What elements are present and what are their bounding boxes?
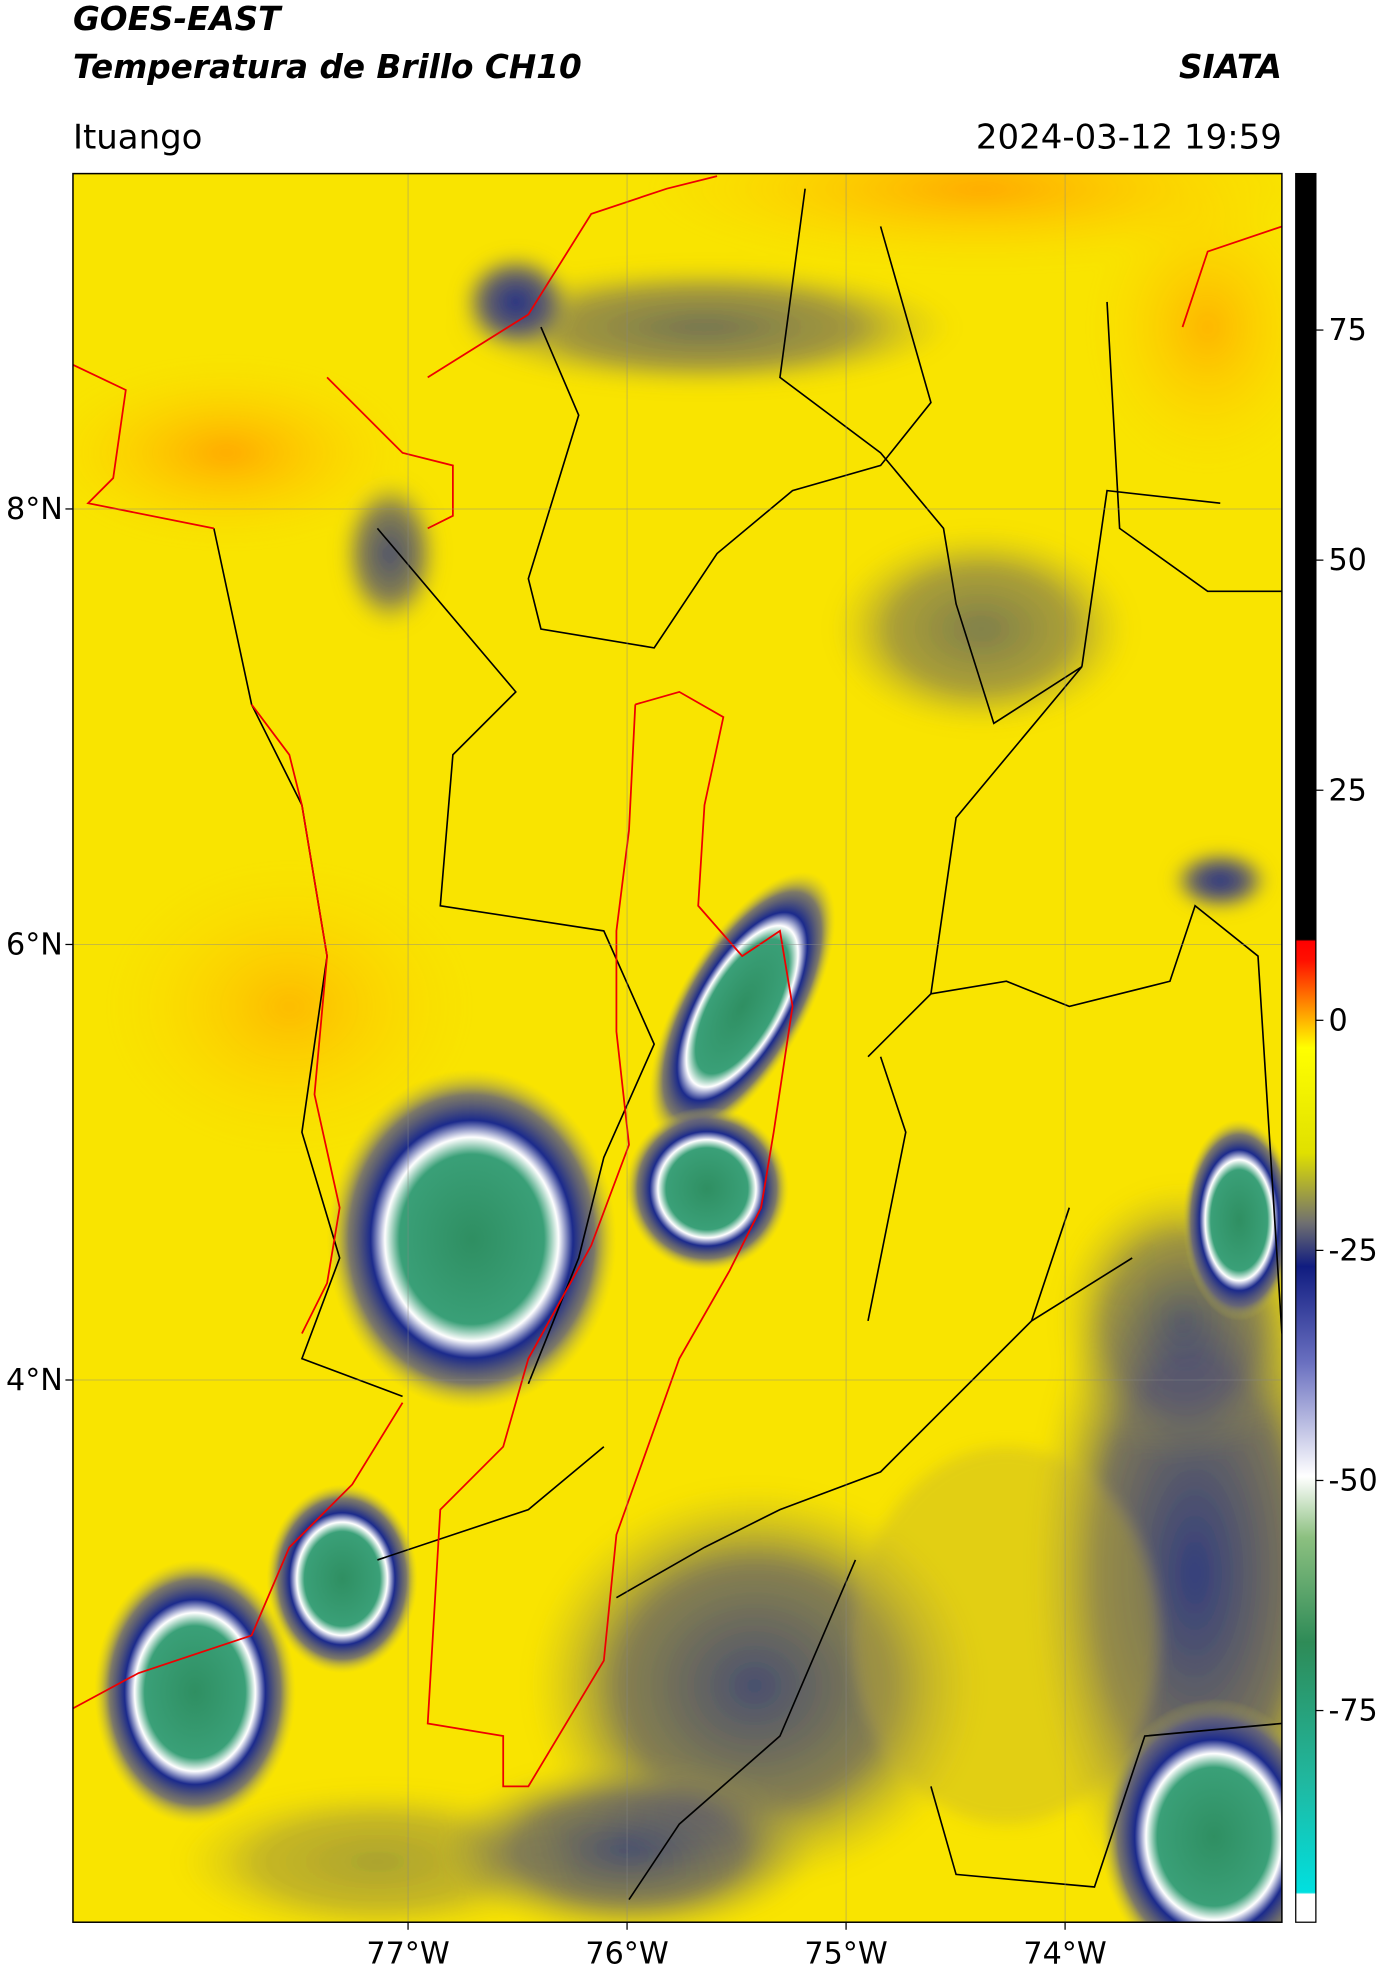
figure: GOES-EAST Temperatura de Brillo CH10 SIA…: [6, 0, 1378, 1972]
product-title: Temperatura de Brillo CH10: [73, 48, 582, 86]
colorbar-tick-label: 75: [1328, 313, 1366, 348]
map-image: [72, 173, 1282, 1923]
lon-tick-label: 76°W: [585, 1937, 668, 1972]
graticule: [72, 173, 1282, 1923]
satellite-title: GOES-EAST: [73, 0, 283, 38]
colorbar-tick-label: 0: [1328, 1003, 1347, 1038]
colorbar-tick-label: -50: [1328, 1464, 1377, 1499]
borders: [213, 188, 1282, 1901]
lon-tick-label: 75°W: [804, 1937, 887, 1972]
colorbar-tick-label: -75: [1328, 1694, 1377, 1729]
agency-title: SIATA: [1179, 48, 1282, 86]
lat-tick-label: 8°N: [6, 492, 63, 527]
map-frame: [72, 172, 1283, 1923]
lon-tick-label: 74°W: [1023, 1937, 1106, 1972]
storm-cells: [94, 871, 1282, 1923]
colorbar-tick-label: 25: [1328, 773, 1366, 808]
lat-tick-label: 6°N: [6, 928, 63, 963]
datetime: 2024-03-12 19:59: [976, 117, 1282, 157]
colorbar-tick-label: 50: [1328, 543, 1366, 578]
lat-tick-label: 4°N: [6, 1363, 63, 1398]
coastline-and-basin: [72, 175, 1282, 1788]
lon-tick-label: 77°W: [366, 1937, 449, 1972]
colorbar-tick-label: -25: [1328, 1233, 1377, 1268]
colorbar: [1295, 172, 1317, 1923]
location: Ituango: [73, 117, 203, 157]
